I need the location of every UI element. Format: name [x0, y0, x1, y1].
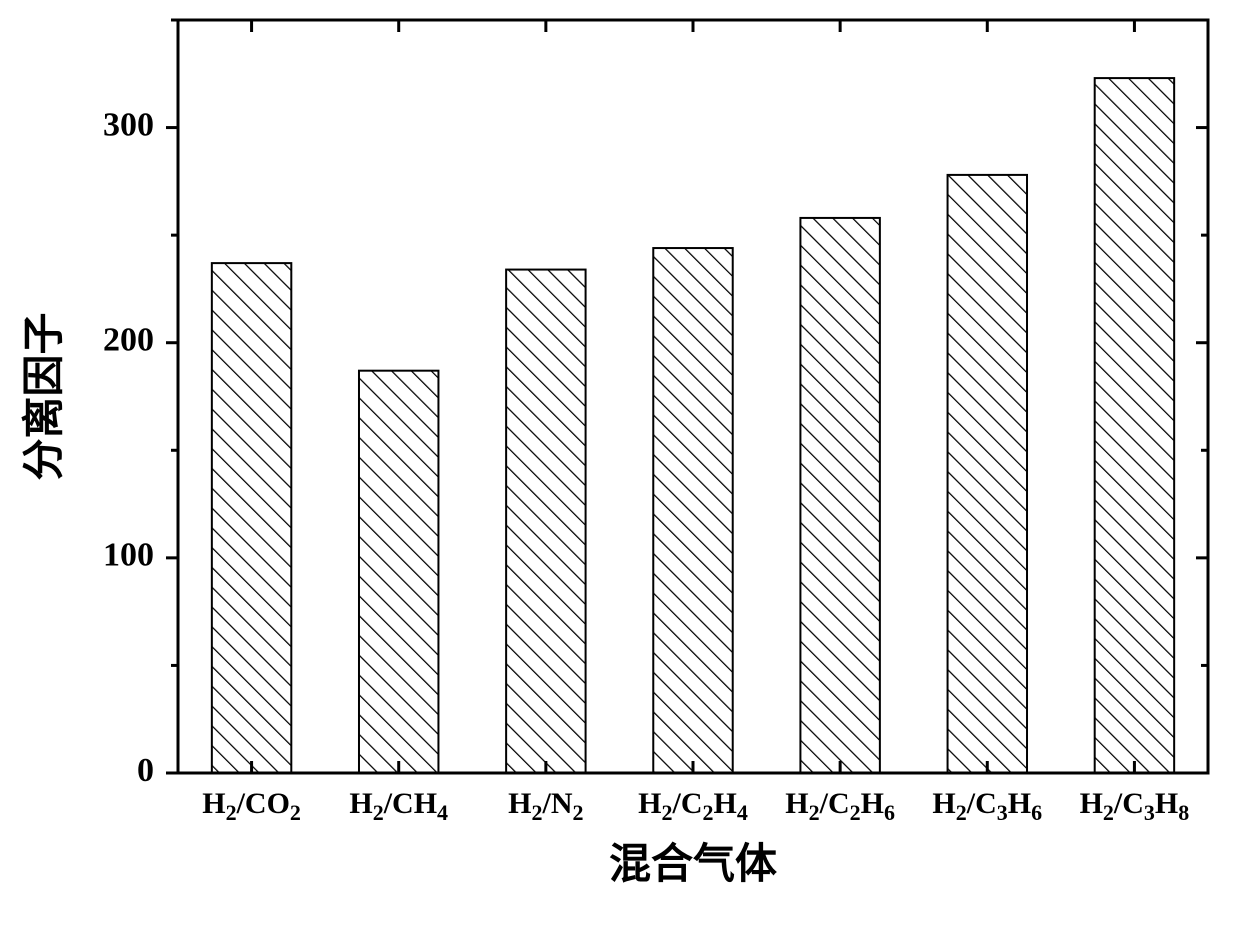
bar	[359, 371, 438, 773]
x-category-label: H2/C2H6	[785, 787, 895, 825]
x-category-label: H2/C3H8	[1080, 787, 1190, 825]
y-axis-title: 分离因子	[21, 312, 68, 480]
bar-chart-svg: 0 100 200 300 分离因子 H2/CO2 H2/CH4 H2/N2 H2/C2H4 H2…	[0, 0, 1240, 946]
y-tick-label: 200	[103, 322, 154, 359]
x-axis-title: 混合气体	[609, 841, 777, 888]
x-category-label: H2/N2	[508, 787, 583, 825]
bar	[212, 263, 291, 773]
x-category-label: H2/C3H6	[932, 787, 1042, 825]
bar-chart-container: 0 100 200 300 分离因子 H2/CO2 H2/CH4 H2/N2 H2/C2H4 H2…	[0, 0, 1240, 946]
bar	[948, 175, 1027, 773]
bar	[800, 218, 879, 773]
bar	[1095, 78, 1174, 773]
x-category-label: H2/C2H4	[638, 787, 748, 825]
y-tick-label: 0	[137, 752, 154, 789]
y-tick-label: 100	[103, 537, 154, 574]
bar	[653, 248, 732, 773]
bar	[506, 270, 585, 773]
y-tick-label: 300	[103, 106, 154, 143]
x-category-label: H2/CH4	[349, 787, 448, 825]
x-category-label: H2/CO2	[202, 787, 301, 825]
